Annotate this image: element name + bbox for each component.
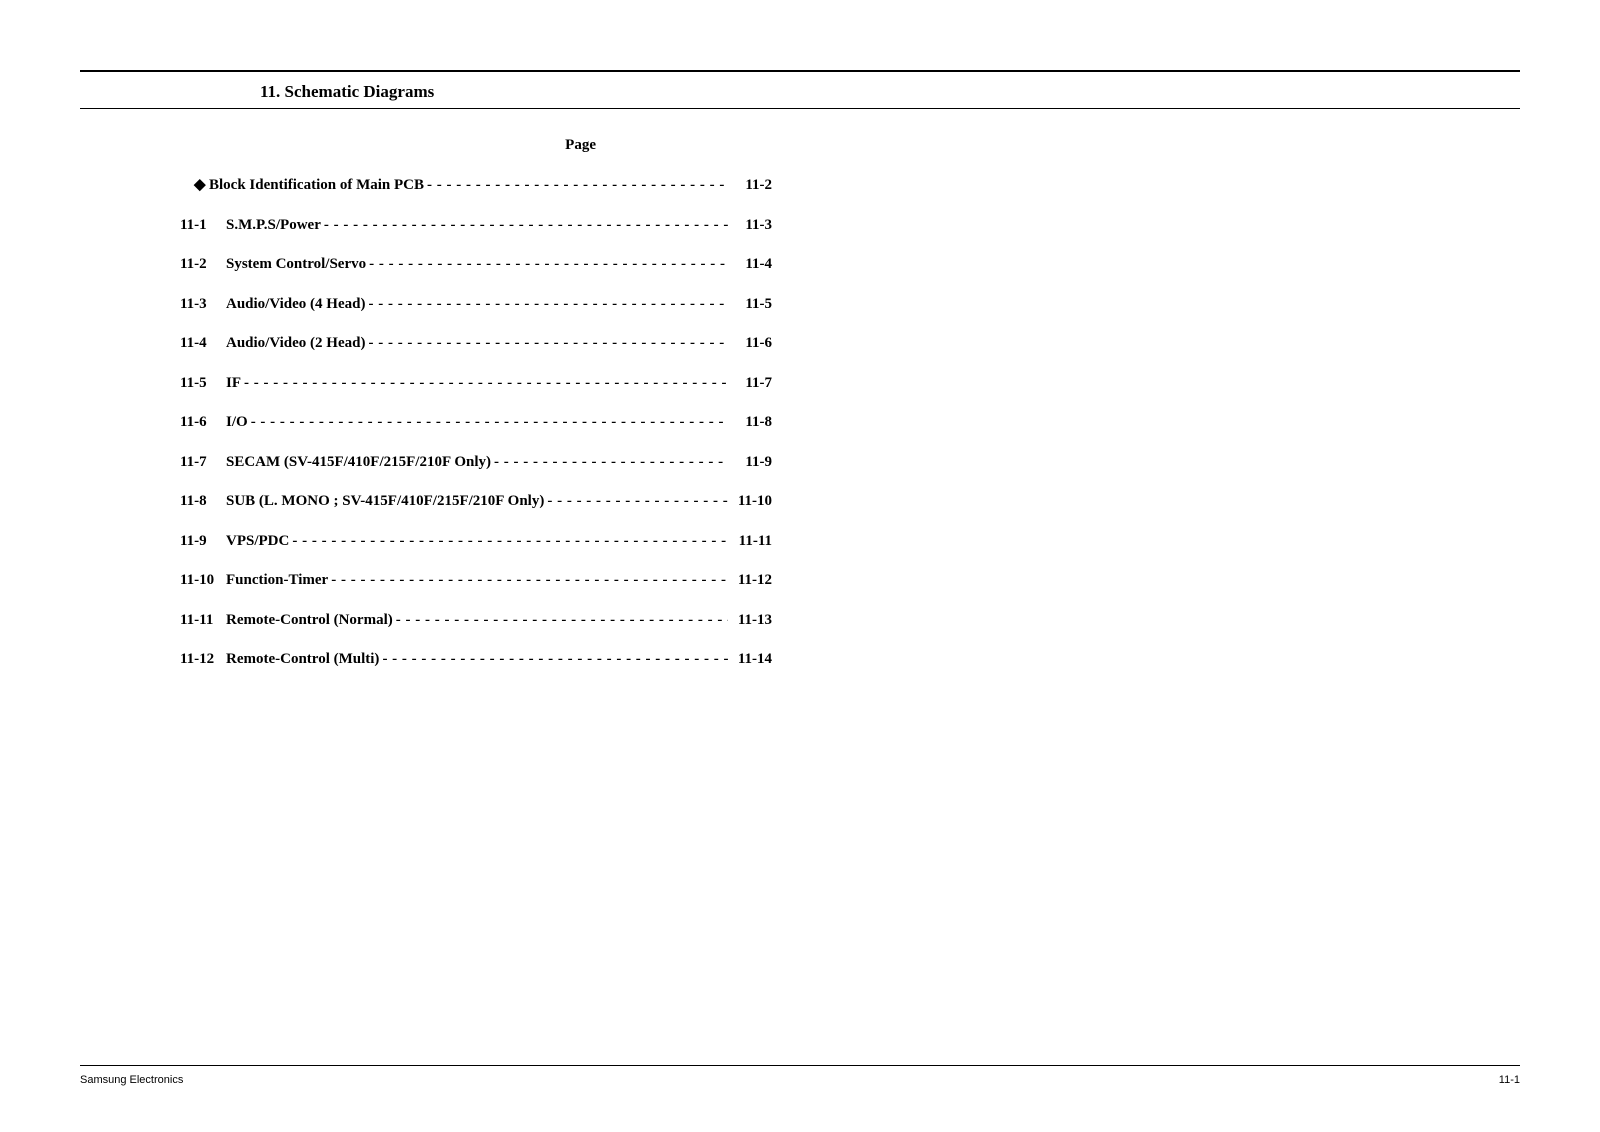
- toc-page: 11-14: [728, 650, 772, 670]
- toc-entry: 11-8 SUB (L. MONO ; SV-415F/410F/215F/21…: [180, 492, 772, 512]
- toc-number: 11-1: [180, 216, 226, 236]
- leader-dashes: [491, 453, 728, 473]
- toc-entry: 11-2 System Control/Servo 11-4: [180, 255, 772, 275]
- toc-number: 11-9: [180, 532, 226, 552]
- toc-page: 11-8: [728, 413, 772, 433]
- toc-title: Remote-Control (Normal): [226, 611, 393, 631]
- page-footer: Samsung Electronics 11-1: [80, 1065, 1520, 1086]
- title-divider: [80, 108, 1520, 109]
- toc-title: SECAM (SV-415F/410F/215F/210F Only): [226, 453, 491, 473]
- toc-entry: 11-3 Audio/Video (4 Head) 11-5: [180, 295, 772, 315]
- toc-entry: 11-1 S.M.P.S/Power 11-3: [180, 216, 772, 236]
- leader-dashes: [424, 176, 728, 196]
- toc-page: 11-2: [728, 176, 772, 196]
- toc-entry: 11-10 Function-Timer 11-12: [180, 571, 772, 591]
- toc-title: IF: [226, 374, 241, 394]
- toc-page: 11-7: [728, 374, 772, 394]
- toc-page: 11-13: [728, 611, 772, 631]
- toc-entry: 11-9 VPS/PDC 11-11: [180, 532, 772, 552]
- toc-page: 11-6: [728, 334, 772, 354]
- footer-page-number: 11-1: [1499, 1074, 1520, 1086]
- toc-title: Function-Timer: [226, 571, 328, 591]
- toc-number: 11-6: [180, 413, 226, 433]
- toc-number: 11-11: [180, 611, 226, 631]
- toc-entry: 11-11 Remote-Control (Normal) 11-13: [180, 611, 772, 631]
- toc-title: I/O: [226, 413, 248, 433]
- toc-number: 11-12: [180, 650, 226, 670]
- page-column-header: Page: [80, 137, 600, 154]
- toc-entry: 11-12 Remote-Control (Multi) 11-14: [180, 650, 772, 670]
- toc-title: S.M.P.S/Power: [226, 216, 321, 236]
- leader-dashes: [365, 295, 728, 315]
- toc-number: 11-5: [180, 374, 226, 394]
- toc-page: 11-11: [728, 532, 772, 552]
- toc-page: 11-3: [728, 216, 772, 236]
- toc-entry: ◆ Block Identification of Main PCB 11-2: [180, 176, 772, 196]
- leader-dashes: [365, 334, 728, 354]
- footer-left: Samsung Electronics: [80, 1074, 183, 1086]
- toc-page: 11-4: [728, 255, 772, 275]
- toc-title: SUB (L. MONO ; SV-415F/410F/215F/210F On…: [226, 492, 544, 512]
- leader-dashes: [321, 216, 728, 236]
- leader-dashes: [241, 374, 728, 394]
- toc-title: Audio/Video (4 Head): [226, 295, 365, 315]
- toc-entry: 11-7 SECAM (SV-415F/410F/215F/210F Only)…: [180, 453, 772, 473]
- toc-entry: 11-4 Audio/Video (2 Head) 11-6: [180, 334, 772, 354]
- toc-page: 11-12: [728, 571, 772, 591]
- table-of-contents: ◆ Block Identification of Main PCB 11-2 …: [180, 176, 772, 670]
- toc-number: 11-10: [180, 571, 226, 591]
- toc-title: Remote-Control (Multi): [226, 650, 379, 670]
- toc-number: 11-4: [180, 334, 226, 354]
- toc-title: VPS/PDC: [226, 532, 289, 552]
- toc-page: 11-10: [728, 492, 772, 512]
- toc-page: 11-5: [728, 295, 772, 315]
- bullet-icon: ◆: [194, 176, 209, 196]
- leader-dashes: [544, 492, 728, 512]
- leader-dashes: [248, 413, 728, 433]
- chapter-title: 11. Schematic Diagrams: [260, 78, 1520, 108]
- toc-number: 11-8: [180, 492, 226, 512]
- leader-dashes: [328, 571, 728, 591]
- toc-number: 11-2: [180, 255, 226, 275]
- leader-dashes: [289, 532, 728, 552]
- toc-page: 11-9: [728, 453, 772, 473]
- toc-title: Block Identification of Main PCB: [209, 176, 424, 196]
- toc-entry: 11-6 I/O 11-8: [180, 413, 772, 433]
- toc-number: 11-3: [180, 295, 226, 315]
- leader-dashes: [393, 611, 728, 631]
- leader-dashes: [366, 255, 728, 275]
- toc-entry: 11-5 IF 11-7: [180, 374, 772, 394]
- top-divider: [80, 70, 1520, 72]
- leader-dashes: [379, 650, 728, 670]
- toc-title: System Control/Servo: [226, 255, 366, 275]
- toc-title: Audio/Video (2 Head): [226, 334, 365, 354]
- toc-number: 11-7: [180, 453, 226, 473]
